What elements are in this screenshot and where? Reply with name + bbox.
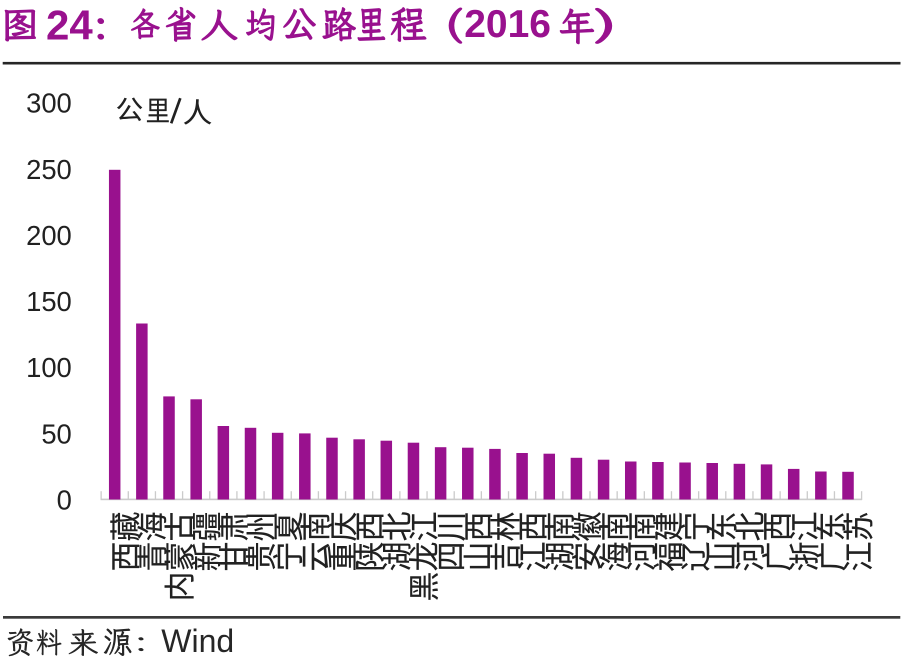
svg-text:200: 200	[26, 220, 72, 251]
svg-text:50: 50	[41, 418, 71, 449]
svg-text:24: 24	[46, 2, 93, 49]
svg-text:250: 250	[26, 154, 72, 185]
svg-text:2016: 2016	[464, 3, 551, 46]
svg-text:100: 100	[26, 352, 72, 383]
svg-text:Wind: Wind	[161, 623, 234, 659]
svg-text:300: 300	[26, 88, 72, 119]
svg-text:0: 0	[57, 484, 72, 515]
svg-text:150: 150	[26, 286, 72, 317]
